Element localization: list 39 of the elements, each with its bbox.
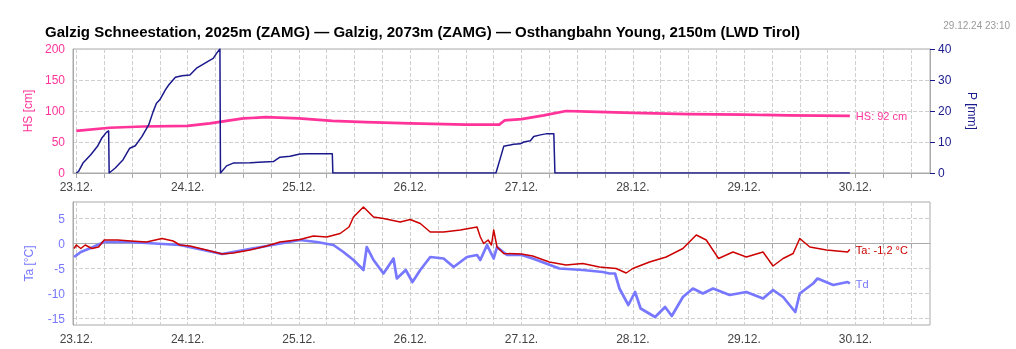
series-label: Ta: -1,2 °C xyxy=(855,243,908,256)
y-tick-label: 0 xyxy=(58,166,66,180)
y2-tick-label: 30 xyxy=(938,73,952,87)
chart-title: Galzig Schneestation, 2025m (ZAMG) — Galzig, 2073m (ZAMG) — Osthangbahn Young, 2150m (LWD Tirol) xyxy=(45,23,801,40)
y-tick-label: -5 xyxy=(54,261,66,276)
y2-axis-title: P [mm] xyxy=(965,92,979,130)
x-tick-label: 27.12. xyxy=(504,332,539,346)
x-tick-label: 26.12. xyxy=(393,180,427,194)
y2-tick-label: 40 xyxy=(938,42,952,56)
x-tick-label: 29.12. xyxy=(727,180,761,194)
x-tick-label: 30.12. xyxy=(838,332,873,346)
text: 29.12.24 23:10 xyxy=(943,19,1011,31)
series-label: HS: 92 cm xyxy=(855,109,908,122)
x-tick-label: 28.12. xyxy=(616,332,650,346)
x-tick-label: 27.12. xyxy=(504,180,539,194)
x-tick-label: 30.12. xyxy=(838,180,873,194)
x-tick-label: 24.12. xyxy=(170,180,205,194)
x-tick-label: 28.12. xyxy=(616,180,650,194)
y-tick-label: 50 xyxy=(51,135,66,149)
y-tick-label: 0 xyxy=(58,236,66,251)
x-tick-label: 29.12. xyxy=(727,332,761,346)
y2-tick-label: 10 xyxy=(938,135,952,149)
x-tick-label: 26.12. xyxy=(393,332,427,346)
y-axis-title: Ta [°C] xyxy=(22,245,36,282)
x-tick-label: 24.12. xyxy=(170,332,205,346)
y-tick-label: 100 xyxy=(44,104,66,118)
y-tick-label: -15 xyxy=(47,311,66,326)
y-axis-title: HS [cm] xyxy=(21,89,36,133)
x-tick-label: 23.12. xyxy=(59,332,94,346)
x-tick-label: 23.12. xyxy=(59,180,94,194)
y-tick-label: -10 xyxy=(47,286,66,301)
series-label: Td xyxy=(855,277,869,290)
y2-tick-label: 20 xyxy=(938,104,952,118)
y-tick-label: 150 xyxy=(44,73,66,87)
x-tick-label: 25.12. xyxy=(282,180,316,194)
x-tick-label: 25.12. xyxy=(282,332,316,346)
y2-tick-label: 0 xyxy=(938,166,945,180)
y-tick-label: 5 xyxy=(58,211,66,226)
y-tick-label: 200 xyxy=(44,42,66,56)
